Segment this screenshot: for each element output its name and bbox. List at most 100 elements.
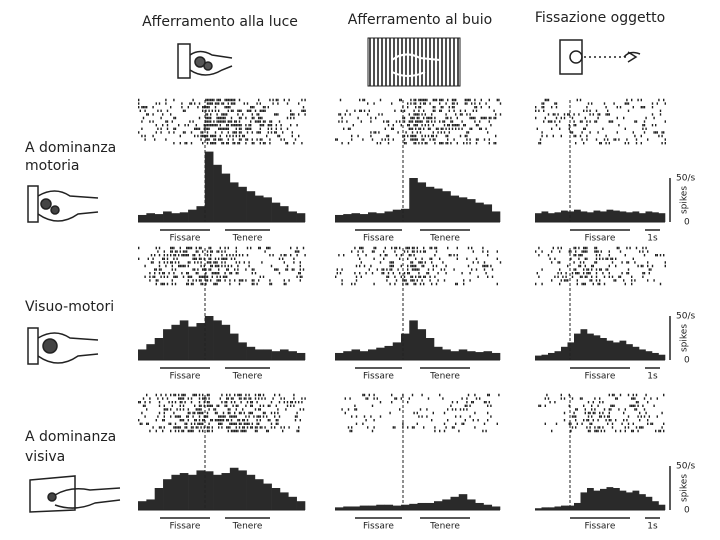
histogram-bar [425, 186, 435, 222]
histogram-bar [359, 505, 369, 510]
histogram-bar [188, 474, 197, 510]
epoch-label: Fissare [585, 372, 616, 382]
histogram-bar [263, 197, 272, 222]
icon-hand-visuomotor [27, 327, 99, 365]
histogram-bar [384, 345, 394, 360]
histogram-bar [541, 354, 549, 360]
histogram-bar [458, 197, 468, 222]
histogram-bar [450, 195, 460, 222]
histogram-bar [619, 340, 627, 360]
histogram-bar [376, 347, 385, 360]
histogram-bar [263, 349, 272, 360]
histogram-bar [384, 504, 394, 510]
histogram-bar [238, 470, 247, 510]
histogram-bar [359, 351, 369, 360]
icon-grasp-light [177, 43, 233, 79]
scale-label: 0 [684, 356, 690, 366]
histogram-bar [188, 326, 197, 360]
histogram-bar [652, 212, 659, 222]
histogram-bar [574, 502, 581, 510]
histogram-bar [574, 209, 581, 222]
scale-label: 0 [684, 506, 690, 516]
histogram-bar [138, 349, 147, 360]
histogram-bar [163, 211, 172, 222]
histogram-bar [229, 182, 239, 222]
histogram-bar [335, 214, 344, 222]
raster [335, 246, 502, 286]
histogram-bar [548, 213, 555, 222]
histogram-bar [467, 499, 476, 510]
histogram-bar [368, 505, 377, 510]
histogram-bar [271, 351, 281, 360]
epoch-label: 1s [647, 372, 658, 382]
histogram-bar [613, 210, 620, 222]
histogram-bar [417, 182, 427, 222]
histogram-bar [554, 506, 562, 510]
histogram-bar [368, 349, 377, 360]
histogram-bar [425, 502, 435, 510]
histogram-bar [229, 467, 239, 510]
histogram-bar [271, 202, 281, 222]
histogram-bar [600, 211, 607, 222]
histogram-bar [626, 212, 633, 222]
histogram-bar [351, 349, 361, 360]
histogram-bar [434, 188, 443, 222]
histogram-bar [434, 501, 443, 510]
histogram-bar [658, 213, 666, 222]
scale-label: 50/s [676, 174, 695, 184]
histogram-bar [343, 351, 352, 360]
histogram-bar [146, 499, 155, 510]
epoch-label: Tenere [429, 522, 460, 532]
column-title: Afferramento al buio [348, 12, 492, 28]
histogram-bar [296, 501, 306, 510]
raster [535, 98, 666, 145]
histogram-bar [254, 479, 264, 510]
histogram-bar [554, 212, 562, 222]
histogram-bar [541, 211, 549, 222]
histogram-bar [343, 506, 352, 510]
histogram-bar [606, 209, 614, 222]
histogram-bar [296, 213, 306, 222]
histogram-bar [196, 323, 206, 360]
row-label: A dominanza [25, 140, 116, 156]
histogram-bar [483, 351, 493, 360]
histogram-bar [475, 502, 484, 510]
histogram-bar [467, 351, 476, 360]
histogram-bar [491, 352, 501, 360]
histogram-bar [658, 504, 666, 510]
histogram-bar [351, 506, 361, 510]
histogram-bar [639, 213, 646, 222]
histogram-bar [376, 213, 385, 222]
histogram-bar [335, 352, 344, 360]
histogram-bar [146, 344, 155, 360]
histogram-bar [288, 496, 297, 510]
histogram-bar [442, 349, 451, 360]
histogram-bar [600, 488, 607, 510]
histogram-bar [288, 351, 297, 360]
histogram-bar [626, 344, 633, 360]
histogram-bar [179, 473, 189, 510]
histogram-bar [613, 488, 620, 510]
histogram-bar [645, 496, 653, 510]
scale-label: 0 [684, 218, 690, 228]
histogram-bar [606, 487, 614, 510]
histogram-bar [254, 195, 264, 222]
histogram-bar [613, 342, 620, 360]
histogram-bar [541, 507, 549, 510]
histogram-bar [384, 211, 394, 222]
histogram-bar [417, 502, 427, 510]
epoch-label: Fissare [170, 372, 201, 382]
histogram-bar [204, 316, 214, 360]
histogram-bar [567, 211, 575, 222]
histogram-bar [483, 204, 493, 222]
epoch-label: 1s [647, 522, 658, 532]
histogram-bar [561, 210, 568, 222]
histogram-bar [535, 508, 542, 510]
histogram-bar [238, 186, 247, 222]
histogram-bar [171, 324, 181, 360]
histogram-bar [196, 206, 206, 222]
histogram-bar [154, 338, 164, 360]
epoch-label: Tenere [232, 372, 263, 382]
